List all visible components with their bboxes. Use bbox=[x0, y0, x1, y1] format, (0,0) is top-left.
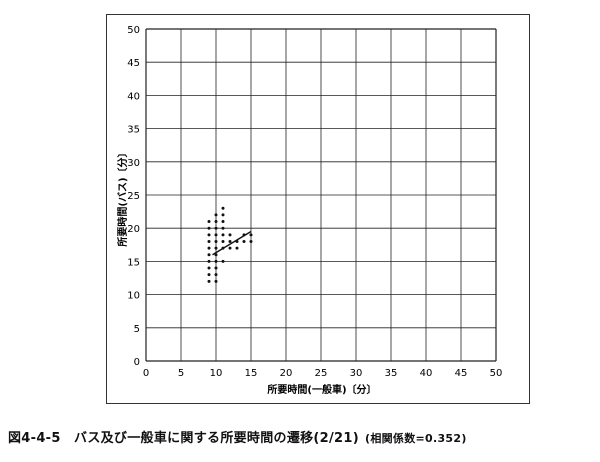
caption-correlation: (相関係数=0.352) bbox=[365, 432, 467, 445]
data-point bbox=[249, 239, 253, 243]
data-point bbox=[214, 226, 218, 230]
data-point bbox=[214, 253, 218, 257]
data-point bbox=[221, 220, 225, 224]
y-tick-label: 35 bbox=[127, 125, 140, 136]
x-tick-label: 5 bbox=[178, 368, 184, 379]
y-tick-label: 20 bbox=[127, 224, 140, 235]
y-tick-label: 15 bbox=[127, 257, 140, 268]
y-tick-label: 10 bbox=[127, 291, 140, 302]
data-point bbox=[228, 233, 232, 237]
y-tick-label: 25 bbox=[127, 191, 140, 202]
data-point bbox=[242, 239, 246, 243]
grid bbox=[145, 28, 497, 362]
x-tick-label: 50 bbox=[490, 368, 503, 379]
y-axis-label: 所要時間(バス)〔分〕 bbox=[116, 147, 129, 246]
x-tick-label: 15 bbox=[245, 368, 258, 379]
data-point bbox=[214, 259, 218, 263]
data-point bbox=[207, 220, 211, 224]
data-point bbox=[221, 233, 225, 237]
y-tick-label: 45 bbox=[127, 58, 140, 69]
data-point bbox=[207, 273, 211, 277]
data-point bbox=[214, 246, 218, 250]
x-tick-label: 0 bbox=[143, 368, 149, 379]
x-tick-label: 35 bbox=[385, 368, 398, 379]
caption-main: 図4-4-5 バス及び一般車に関する所要時間の遷移(2/21) bbox=[8, 431, 359, 446]
data-point bbox=[214, 279, 218, 283]
data-point bbox=[221, 226, 225, 230]
data-point bbox=[207, 259, 211, 263]
x-tick-label: 45 bbox=[455, 368, 468, 379]
data-point bbox=[228, 239, 232, 243]
tick-labels: 0 5 10 15 20 25 30 35 40 45 50 0 5 10 15 20 25 30 35 40 45 50 bbox=[127, 25, 502, 379]
y-tick-label: 30 bbox=[127, 158, 140, 169]
x-tick-label: 25 bbox=[315, 368, 328, 379]
data-point bbox=[207, 279, 211, 283]
data-point bbox=[207, 253, 211, 257]
chart-frame bbox=[106, 14, 530, 404]
data-point bbox=[214, 239, 218, 243]
data-point bbox=[214, 213, 218, 217]
data-point bbox=[221, 213, 225, 217]
y-tick-label: 5 bbox=[134, 324, 140, 335]
data-point bbox=[207, 233, 211, 237]
data-point bbox=[214, 273, 218, 277]
data-point bbox=[207, 226, 211, 230]
data-point bbox=[235, 246, 239, 250]
data-point bbox=[221, 259, 225, 263]
y-tick-label: 50 bbox=[127, 25, 140, 36]
data-point bbox=[221, 206, 225, 210]
trendline bbox=[212, 230, 252, 256]
data-point bbox=[207, 246, 211, 250]
x-tick-label: 40 bbox=[420, 368, 433, 379]
data-point bbox=[214, 266, 218, 270]
data-point bbox=[207, 239, 211, 243]
data-point bbox=[214, 233, 218, 237]
x-tick-label: 30 bbox=[350, 368, 363, 379]
data-point bbox=[207, 266, 211, 270]
x-axis-label: 所要時間(一般車)〔分〕 bbox=[267, 383, 376, 396]
y-tick-label: 0 bbox=[134, 357, 140, 368]
figure-caption: 図4-4-5 バス及び一般車に関する所要時間の遷移(2/21) (相関係数=0.3… bbox=[8, 427, 598, 446]
data-point bbox=[221, 239, 225, 243]
trendline-group bbox=[212, 230, 252, 256]
y-tick-label: 40 bbox=[127, 91, 140, 102]
data-point bbox=[228, 246, 232, 250]
data-point bbox=[214, 220, 218, 224]
data-point bbox=[249, 233, 253, 237]
x-tick-label: 10 bbox=[210, 368, 223, 379]
x-tick-label: 20 bbox=[280, 368, 293, 379]
